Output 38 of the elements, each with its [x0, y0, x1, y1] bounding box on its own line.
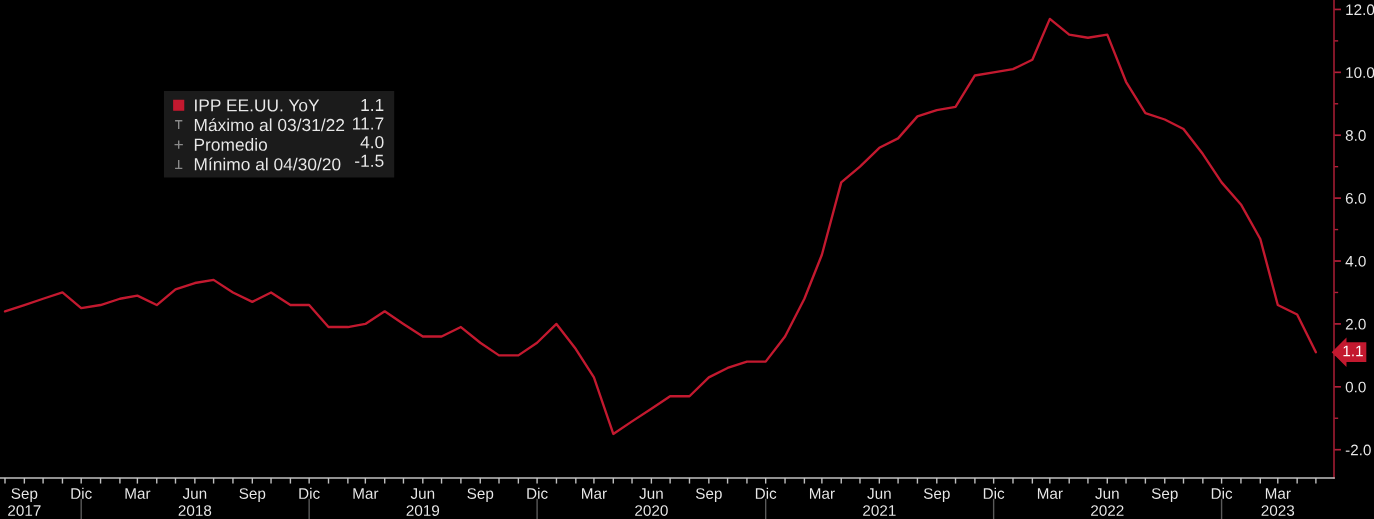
- x-tick-label: Dic: [1211, 487, 1233, 499]
- x-tick-label: Dic: [983, 487, 1005, 499]
- y-tick-label: 2.0: [1345, 318, 1366, 330]
- x-tick-label: Sep 2017: [8, 488, 41, 516]
- x-tick-label: Jun 2020: [635, 488, 668, 516]
- x-tick-label: Jun 2021: [863, 488, 896, 516]
- x-tick-label: Mar: [1037, 488, 1063, 499]
- x-tick-label: Mar 2023: [1261, 488, 1295, 516]
- text: Máximo al 03/31/22 11.7: [194, 117, 384, 132]
- x-tick-label: Dic: [299, 487, 320, 499]
- x-tick-label: Dic: [71, 487, 92, 499]
- x-tick-label: Dic: [527, 487, 548, 499]
- x-tick-label: Mar: [125, 488, 151, 499]
- x-tick-label: Sep: [239, 488, 266, 502]
- y-tick-label: 12.0: [1346, 4, 1374, 16]
- x-tick-label: Sep: [695, 488, 722, 502]
- y-tick-label: 6.0: [1345, 192, 1366, 204]
- data-label: 1.1: [1343, 345, 1363, 357]
- text: Promedio 4.0: [194, 136, 384, 151]
- y-tick-label: -2.0: [1345, 444, 1371, 456]
- x-tick-label: Mar: [809, 488, 835, 499]
- x-tick-label: Mar: [582, 488, 607, 499]
- x-tick-label: Jun 2022: [1091, 488, 1124, 516]
- y-tick-label: 10.0: [1346, 67, 1374, 79]
- text: Mínimo al 04/30/20 -1.5: [194, 154, 384, 171]
- legend-label: IPP EE.UU. YoY: [195, 99, 320, 112]
- text: 1.1: [361, 98, 384, 111]
- x-tick-label: Jun 2018: [178, 488, 212, 516]
- x-tick-label: Sep: [1151, 488, 1178, 502]
- x-tick-label: Sep: [467, 488, 494, 502]
- y-tick-label: 8.0: [1345, 130, 1366, 141]
- x-tick-label: Sep: [923, 488, 950, 502]
- x-tick-label: Dic: [755, 487, 777, 499]
- line-series: [3, 17, 1318, 436]
- y-tick-label: 4.0: [1345, 255, 1366, 267]
- x-tick-label: Jun 2019: [406, 488, 440, 516]
- x-tick-label: Mar: [353, 488, 379, 499]
- y-tick-label: 0.0: [1345, 381, 1366, 393]
